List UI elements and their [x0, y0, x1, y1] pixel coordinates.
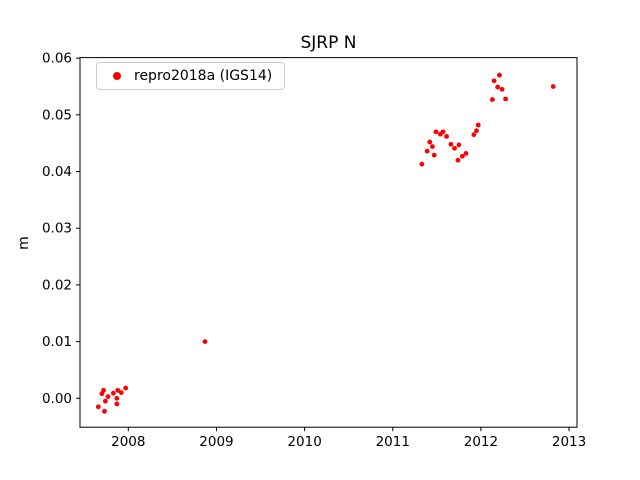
x-tick-label: 2012 — [464, 434, 498, 450]
axes-frame — [79, 57, 578, 428]
data-point — [463, 151, 469, 156]
data-point — [456, 142, 462, 148]
chart-title: SJRP N — [300, 33, 357, 53]
legend-series-label: repro2018a (IGS14) — [134, 68, 273, 84]
data-point — [475, 122, 481, 128]
data-point — [497, 72, 502, 78]
data-point — [115, 387, 121, 393]
y-tick-label: 0.03 — [42, 221, 72, 237]
data-point — [110, 390, 116, 396]
x-tick-label: 2009 — [199, 434, 233, 450]
data-point — [95, 404, 101, 410]
data-point — [448, 141, 454, 147]
x-tick-label: 2008 — [111, 434, 145, 450]
data-point — [440, 129, 446, 135]
data-point — [460, 153, 465, 159]
data-point — [452, 145, 457, 151]
data-point — [114, 395, 120, 401]
data-point — [427, 139, 433, 145]
data-point — [495, 84, 501, 90]
x-tick-label: 2013 — [552, 434, 586, 450]
data-point — [550, 84, 556, 89]
data-point — [489, 97, 495, 102]
x-tick-label: 2010 — [287, 434, 321, 450]
data-point — [431, 152, 437, 158]
legend: repro2018a (IGS14) — [96, 62, 286, 90]
data-point — [123, 385, 129, 391]
data-point — [430, 144, 435, 149]
data-point — [471, 132, 477, 138]
data-point — [102, 408, 107, 414]
data-point — [433, 129, 439, 135]
data-point — [105, 394, 111, 399]
data-point — [491, 78, 497, 84]
data-point — [499, 86, 505, 92]
y-tick-label: 0.01 — [42, 334, 72, 350]
data-point — [114, 401, 120, 407]
x-tick-label: 2011 — [376, 434, 410, 450]
y-tick-label: 0.02 — [42, 277, 72, 293]
data-point — [419, 161, 425, 167]
data-point — [503, 96, 508, 102]
y-tick-label: 0.05 — [42, 107, 72, 123]
y-tick-label: 0.00 — [42, 391, 72, 407]
y-tick-label: 0.06 — [42, 51, 72, 67]
data-point — [455, 157, 461, 163]
data-point — [444, 133, 449, 139]
data-point — [101, 387, 107, 393]
y-axis-label: m — [16, 236, 32, 250]
data-point — [102, 398, 108, 404]
data-point — [474, 128, 479, 134]
data-point — [202, 339, 208, 345]
data-point — [424, 148, 430, 154]
data-point — [118, 390, 124, 396]
y-tick-label: 0.04 — [42, 164, 72, 180]
legend-marker-icon — [113, 72, 121, 80]
